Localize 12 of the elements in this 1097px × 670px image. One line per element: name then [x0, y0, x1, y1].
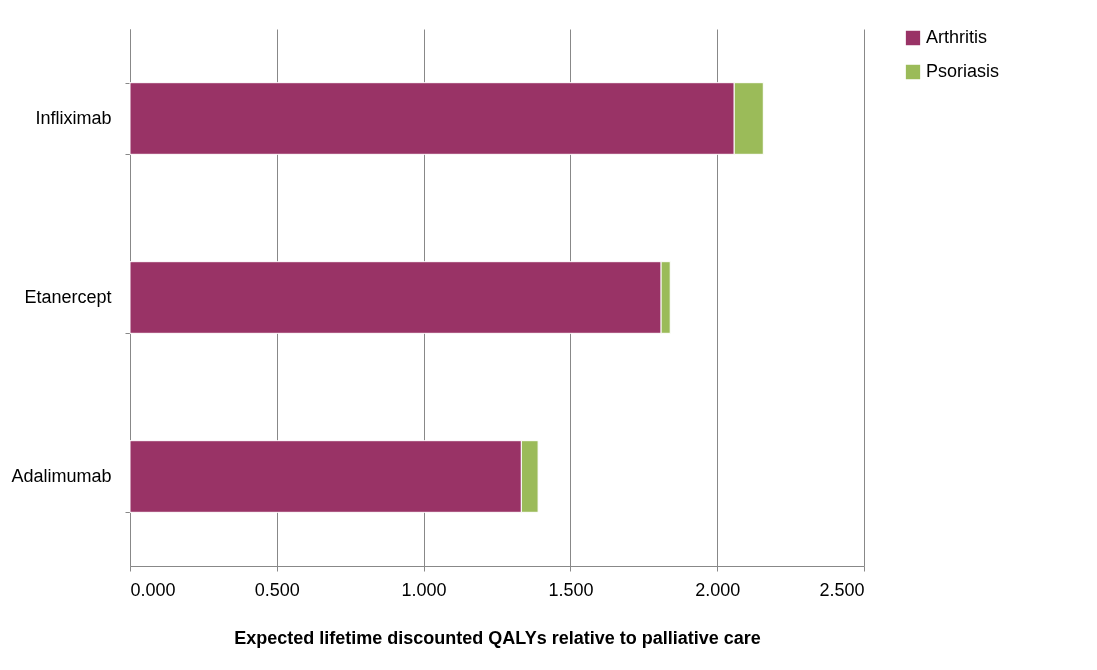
y-tick-label: Infliximab: [35, 108, 112, 128]
x-tick-label: 1.000: [401, 579, 447, 600]
x-tick-label: 0.500: [254, 579, 300, 600]
x-axis-title: Expected lifetime discounted QALYs relative to palliative care: [234, 627, 761, 648]
x-tick-label: 1.500: [548, 579, 594, 600]
x-tick-label: 2.000: [695, 579, 741, 600]
x-tick-label: 0.000: [130, 579, 176, 600]
y-tick-label: Etanercept: [24, 287, 112, 307]
y-tick-label: Adalimumab: [11, 466, 112, 486]
legend-label: Arthritis: [926, 27, 988, 47]
x-tick-label: 2.500: [819, 579, 865, 600]
legend-label: Psoriasis: [926, 61, 1000, 81]
